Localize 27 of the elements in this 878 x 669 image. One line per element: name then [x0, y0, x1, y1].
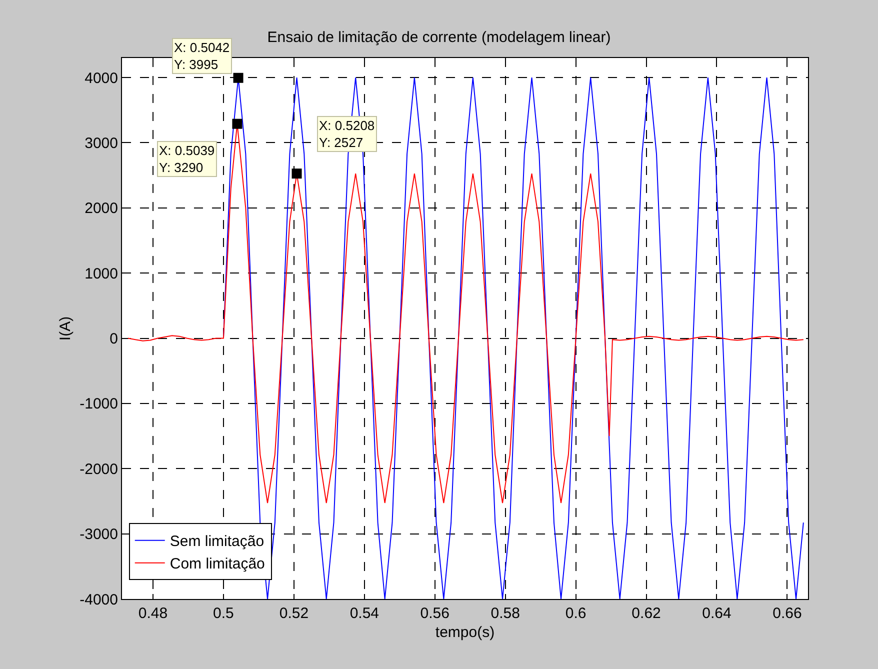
y-tick-label: -3000	[80, 526, 118, 544]
legend-label: Sem limitação	[170, 533, 264, 550]
x-tick-label: 0.48	[138, 605, 168, 622]
x-tick-label: 0.6	[565, 605, 586, 622]
y-tick-label: 3000	[84, 134, 118, 152]
annotation: X: 0.5208 Y: 2527	[319, 118, 375, 150]
y-tick-label: -4000	[80, 591, 118, 608]
x-tick-label: 0.56	[420, 605, 450, 622]
chart-title: Ensaio de limitação de corrente (modelagem linear)	[267, 29, 611, 46]
annotation: X: 0.5042 Y: 3995	[174, 40, 230, 72]
x-tick-label: 0.58	[490, 605, 520, 622]
y-axis-title: I(A)	[56, 316, 74, 341]
x-tick-label: 0.5	[213, 605, 234, 622]
x-tick-label: 0.64	[702, 605, 732, 622]
x-tick-label: 0.54	[350, 605, 380, 622]
legend-label: Com limitação	[170, 556, 265, 573]
x-tick-label: 0.52	[279, 605, 309, 622]
y-tick-label: -2000	[80, 460, 118, 478]
annotation: X: 0.5039 Y: 3290	[159, 143, 215, 175]
x-tick-label: 0.66	[772, 605, 802, 622]
y-tick-label: 2000	[84, 200, 118, 218]
x-tick-label: 0.62	[632, 605, 661, 622]
y-tick-label: 0	[110, 330, 118, 348]
y-tick-label: 1000	[84, 265, 118, 282]
y-tick-label: -1000	[80, 396, 118, 413]
y-tick-label: 4000	[84, 70, 118, 87]
x-axis-title: tempo(s)	[435, 624, 495, 641]
